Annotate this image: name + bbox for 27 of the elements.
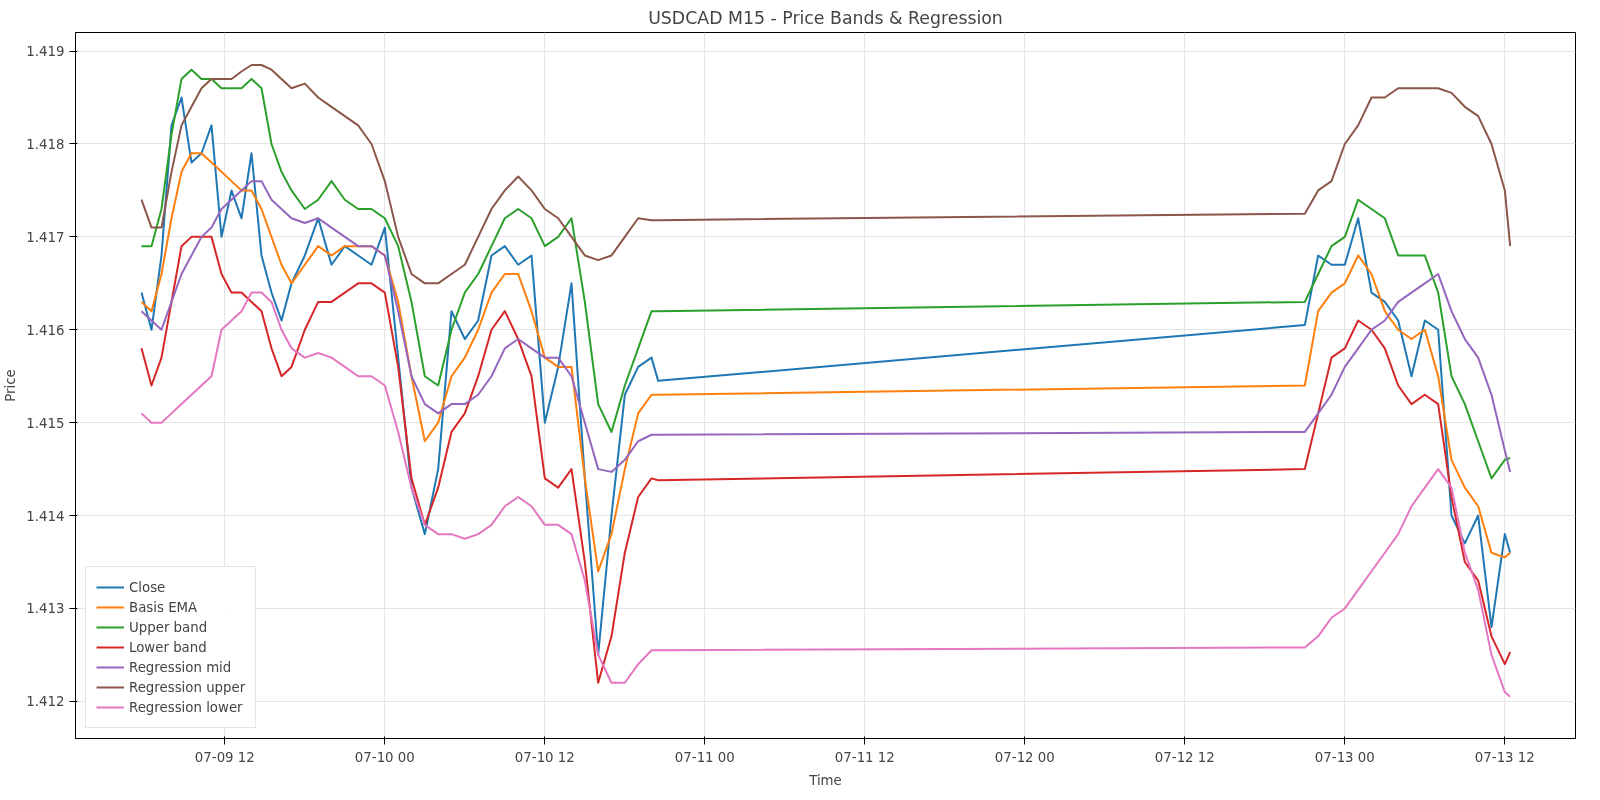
legend-label: Basis EMA: [129, 598, 198, 616]
x-tick-label: 07-11 12: [834, 749, 895, 765]
x-axis-title: Time: [808, 772, 842, 788]
x-tick-label: 07-12 12: [1154, 749, 1215, 765]
legend-label: Regression upper: [129, 678, 246, 696]
y-tick-label: 1.415: [26, 415, 65, 431]
chart-title: USDCAD M15 - Price Bands & Regression: [648, 7, 1003, 28]
y-tick-label: 1.413: [26, 601, 65, 617]
y-tick-label: 1.416: [26, 322, 65, 338]
legend-label: Upper band: [129, 618, 208, 636]
x-tick-label: 07-13 00: [1314, 749, 1375, 765]
legend-label: Lower band: [129, 638, 207, 656]
x-tick-label: 07-10 00: [354, 749, 415, 765]
y-tick-label: 1.412: [26, 694, 65, 710]
x-tick-label: 07-10 12: [514, 749, 575, 765]
x-tick-label: 07-11 00: [674, 749, 735, 765]
x-tick-label: 07-12 00: [994, 749, 1055, 765]
y-tick-label: 1.419: [26, 44, 65, 60]
x-tick-label: 07-09 12: [194, 749, 255, 765]
legend-label: Regression mid: [129, 658, 232, 676]
y-axis-title: Price: [3, 369, 19, 402]
legend-label: Regression lower: [129, 698, 243, 716]
y-tick-label: 1.414: [26, 508, 65, 524]
y-tick-label: 1.417: [26, 229, 65, 245]
y-tick-label: 1.418: [26, 136, 65, 152]
legend-label: Close: [129, 578, 166, 596]
x-tick-label: 07-13 12: [1474, 749, 1535, 765]
